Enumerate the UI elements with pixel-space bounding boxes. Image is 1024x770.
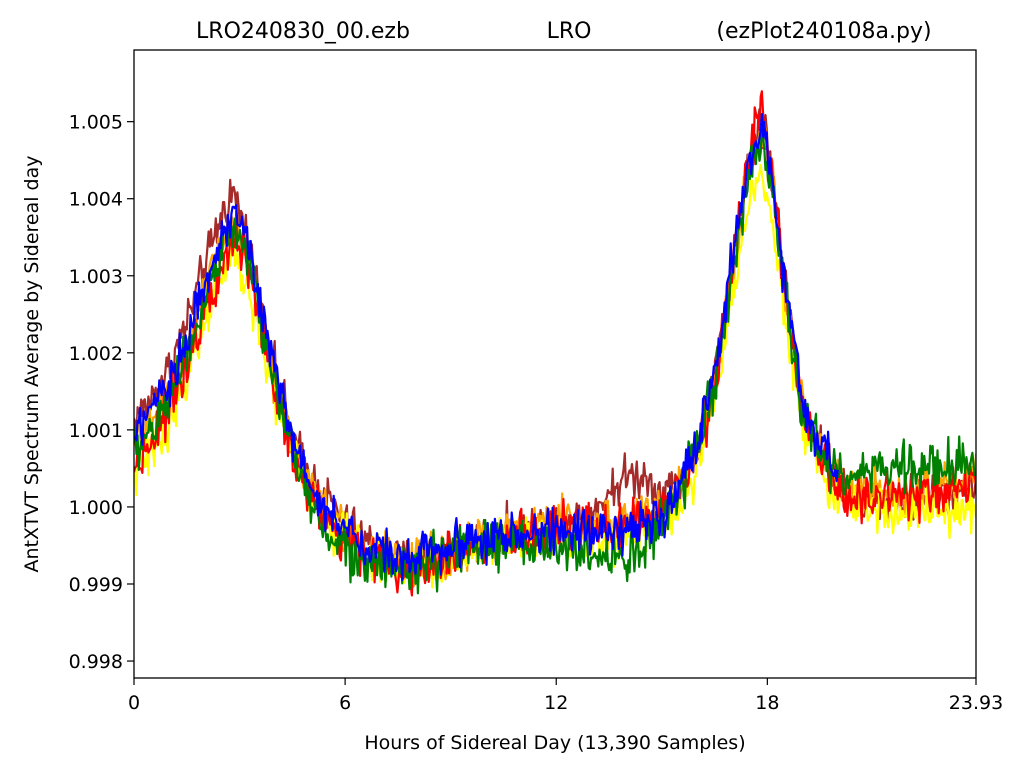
plot-area (133, 49, 977, 679)
series-line-6 (134, 113, 839, 582)
chart-title-station: LRO (547, 19, 592, 44)
x-tick-label: 0 (128, 692, 140, 714)
x-tick-label: 12 (544, 692, 568, 714)
x-tick-label: 23.93 (949, 692, 1003, 714)
y-tick-label: 1.000 (69, 497, 123, 519)
chart-title-file: LRO240830_00.ezb (196, 19, 410, 44)
x-axis-label: Hours of Sidereal Day (13,390 Samples) (364, 732, 745, 754)
x-axis-ticks: 0 6 12 18 23.93 (128, 678, 1003, 714)
y-tick-label: 0.999 (69, 574, 123, 596)
y-axis-ticks: 0.998 0.999 1.000 1.001 1.002 1.003 1.004 1.005 (69, 112, 134, 673)
chart-title-script: (ezPlot240108a.py) (716, 19, 931, 44)
y-tick-label: 1.001 (69, 420, 123, 442)
y-tick-label: 1.005 (69, 112, 123, 134)
y-tick-label: 1.002 (69, 343, 123, 365)
y-tick-label: 1.003 (69, 266, 123, 288)
data-series-group (134, 90, 976, 597)
y-tick-label: 0.998 (69, 651, 123, 673)
y-axis-label: AntXTVT Spectrum Average by Sidereal day (21, 155, 43, 572)
y-tick-label: 1.004 (69, 189, 123, 211)
x-tick-label: 6 (339, 692, 351, 714)
x-tick-label: 18 (755, 692, 779, 714)
plot-frame (133, 49, 977, 679)
